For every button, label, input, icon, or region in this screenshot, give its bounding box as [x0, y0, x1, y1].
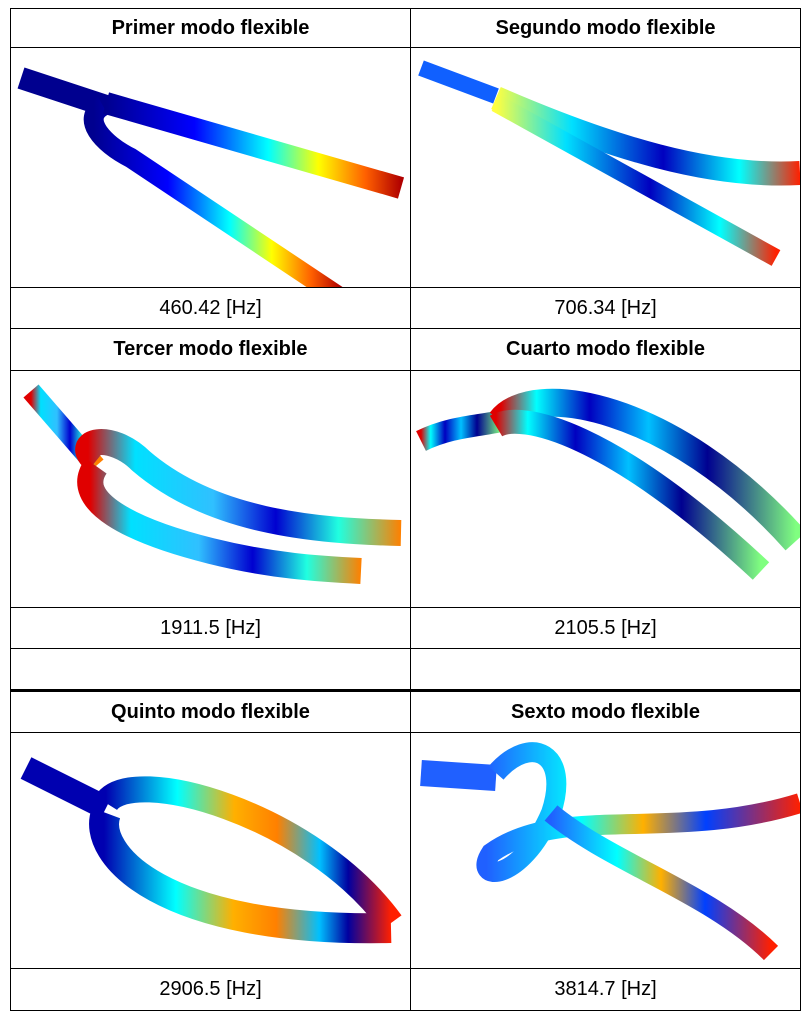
mode-title: Quinto modo flexible — [10, 689, 411, 733]
mode-frequency: 706.34 [Hz] — [410, 287, 801, 329]
empty-cell — [410, 648, 801, 691]
mode-image — [410, 370, 801, 608]
mode-shape — [420, 742, 800, 961]
mode-shape — [416, 388, 800, 580]
mode-image — [10, 47, 411, 288]
mode-shape — [23, 384, 402, 584]
mode-title: Cuarto modo flexible — [410, 328, 801, 371]
mode-image — [410, 47, 801, 288]
mode-image — [10, 732, 411, 969]
mode-frequency: 1911.5 [Hz] — [10, 607, 411, 649]
mode-image — [10, 370, 411, 608]
mode-title: Sexto modo flexible — [410, 689, 801, 733]
mode-frequency: 3814.7 [Hz] — [410, 968, 801, 1011]
mode-shape — [418, 60, 800, 266]
mode-title: Tercer modo flexible — [10, 328, 411, 371]
mode-frequency: 2105.5 [Hz] — [410, 607, 801, 649]
mode-shape — [20, 757, 402, 944]
mode-title: Primer modo flexible — [10, 8, 411, 48]
empty-cell — [10, 648, 411, 691]
mode-shape — [17, 67, 405, 287]
mode-frequency: 460.42 [Hz] — [10, 287, 411, 329]
mode-image — [410, 732, 801, 969]
mode-frequency: 2906.5 [Hz] — [10, 968, 411, 1011]
mode-title: Segundo modo flexible — [410, 8, 801, 48]
